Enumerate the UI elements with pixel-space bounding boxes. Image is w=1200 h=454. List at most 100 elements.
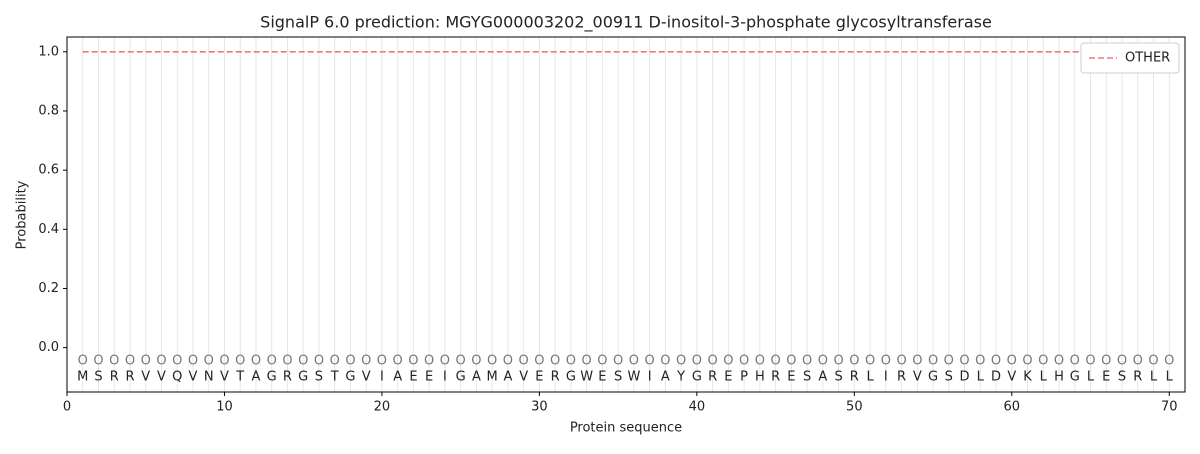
residue-label: S [94, 370, 102, 385]
x-tick-label: 50 [846, 400, 863, 415]
residue-label: R [125, 370, 134, 385]
residue-label: R [771, 370, 780, 385]
predicted-label: O [770, 354, 780, 369]
predicted-label: O [692, 354, 702, 369]
y-tick-label: 0.8 [38, 103, 59, 118]
predicted-label: O [896, 354, 906, 369]
y-tick-label: 0.6 [38, 163, 59, 178]
residue-label: I [884, 370, 888, 385]
x-tick-label: 40 [689, 400, 706, 415]
predicted-label: O [849, 354, 859, 369]
residue-label: E [425, 370, 433, 385]
residue-label: L [1087, 370, 1095, 385]
residue-label: V [189, 370, 198, 385]
residue-label: S [803, 370, 811, 385]
x-tick-label: 0 [63, 400, 71, 415]
predicted-label: O [550, 354, 560, 369]
plot-frame [66, 36, 1186, 393]
y-axis-label: Probability [15, 180, 30, 249]
residue-label: E [409, 370, 417, 385]
x-tick-label: 30 [531, 400, 548, 415]
residue-label: Q [172, 370, 182, 385]
residue-label: I [648, 370, 652, 385]
residue-label: L [977, 370, 985, 385]
predicted-label: O [204, 354, 214, 369]
y-tick-label: 0.4 [38, 222, 59, 237]
predicted-label: O [93, 354, 103, 369]
predicted-label: O [912, 354, 922, 369]
predicted-label: O [865, 354, 875, 369]
predicted-label: O [219, 354, 229, 369]
x-tick-label: 20 [374, 400, 391, 415]
residue-label: G [928, 370, 938, 385]
predicted-label: O [597, 354, 607, 369]
predicted-label: O [739, 354, 749, 369]
residue-label: V [362, 370, 371, 385]
predicted-label: O [1070, 354, 1080, 369]
predicted-label: O [330, 354, 340, 369]
residue-label: L [1040, 370, 1048, 385]
residue-label: R [283, 370, 292, 385]
predicted-label: O [471, 354, 481, 369]
residue-label: I [380, 370, 384, 385]
residue-label: V [141, 370, 150, 385]
predicted-label: O [1164, 354, 1174, 369]
residue-label: P [740, 370, 748, 385]
residue-label: V [519, 370, 528, 385]
residue-label: S [945, 370, 953, 385]
predicted-label: O [928, 354, 938, 369]
residue-label: E [1102, 370, 1110, 385]
predicted-label: O [156, 354, 166, 369]
residue-label: L [1166, 370, 1174, 385]
residue-label: K [1023, 370, 1032, 385]
predicted-label: O [944, 354, 954, 369]
predicted-label: O [959, 354, 969, 369]
residue-label: G [1070, 370, 1080, 385]
residue-label: G [566, 370, 576, 385]
predicted-label: O [503, 354, 513, 369]
y-tick-label: 0.2 [38, 281, 59, 296]
predicted-label: O [314, 354, 324, 369]
predicted-label: O [487, 354, 497, 369]
predicted-label: O [282, 354, 292, 369]
predicted-label: O [534, 354, 544, 369]
residue-label: L [866, 370, 874, 385]
predicted-label: O [1117, 354, 1127, 369]
predicted-label: O [424, 354, 434, 369]
residue-label: V [1007, 370, 1016, 385]
residue-label: G [456, 370, 466, 385]
predicted-label: O [125, 354, 135, 369]
predicted-label: O [1007, 354, 1017, 369]
predicted-label: O [676, 354, 686, 369]
residue-label: R [708, 370, 717, 385]
predicted-label: O [566, 354, 576, 369]
predicted-label: O [1148, 354, 1158, 369]
residue-label: H [1054, 370, 1064, 385]
residue-label: A [503, 370, 512, 385]
predicted-label: O [975, 354, 985, 369]
residue-label: D [960, 370, 970, 385]
x-axis-label: Protein sequence [570, 421, 682, 436]
residue-label: S [1118, 370, 1126, 385]
predicted-label: O [1085, 354, 1095, 369]
residue-label: R [897, 370, 906, 385]
residue-label: R [1133, 370, 1142, 385]
y-tick-label: 0.0 [38, 340, 59, 355]
residue-label: H [755, 370, 765, 385]
residue-label: D [991, 370, 1001, 385]
x-tick-label: 70 [1161, 400, 1178, 415]
residue-label: N [204, 370, 214, 385]
predicted-label: O [235, 354, 245, 369]
predicted-label: O [818, 354, 828, 369]
predicted-label: O [991, 354, 1001, 369]
residue-label: A [472, 370, 481, 385]
predicted-label: O [645, 354, 655, 369]
residue-label: A [252, 370, 261, 385]
predicted-label: O [188, 354, 198, 369]
residue-label: G [345, 370, 355, 385]
predicted-label: O [109, 354, 119, 369]
predicted-label: O [408, 354, 418, 369]
residue-label: M [77, 370, 88, 385]
predicted-label: O [582, 354, 592, 369]
